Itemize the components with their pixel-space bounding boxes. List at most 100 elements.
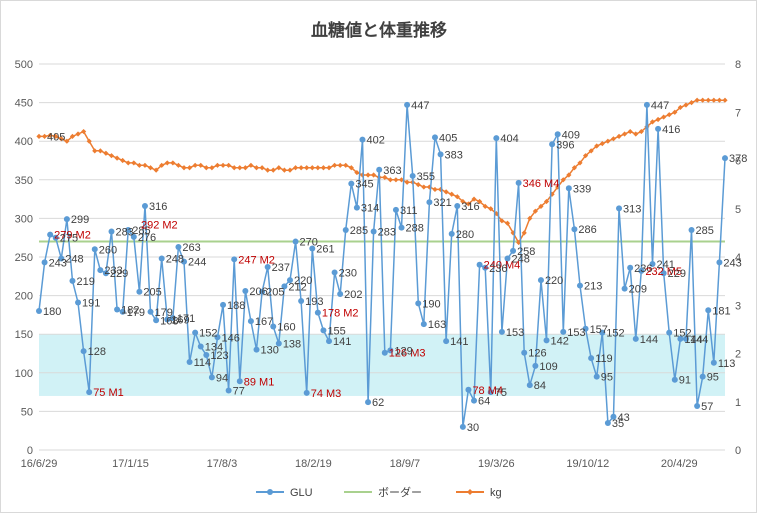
glu-data-label: 283 [116,227,134,239]
x-tick-label: 16/6/29 [21,458,58,470]
kg-marker [571,165,578,171]
kg-marker [398,177,405,183]
glu-data-label: 202 [344,289,362,301]
legend-label: GLU [290,487,313,499]
glu-marker [504,255,511,262]
glu-marker [448,230,455,237]
kg-marker [354,169,360,176]
glu-marker [426,199,433,206]
glu-data-label: 313 [623,203,641,215]
kg-marker [186,165,193,171]
glu-data-label: 213 [584,281,602,293]
glu-marker [521,349,528,356]
x-tick-label: 17/8/3 [207,458,238,470]
glu-marker [655,125,662,132]
glu-data-label: 416 [662,124,680,136]
glu-data-label: 169 [171,315,189,327]
glu-data-label: 409 [562,129,580,141]
kg-marker [371,172,377,178]
glu-marker [292,238,299,245]
glu-marker [543,337,550,344]
glu-marker [582,325,589,332]
kg-marker [343,162,349,168]
kg-marker [627,128,633,135]
kg-marker [331,162,338,168]
x-tick-label: 19/10/12 [566,458,609,470]
glu-data-label: 316 [149,201,167,213]
glu-marker [125,226,132,233]
glu-data-label: 345 [355,179,373,191]
glu-data-label: 180 [43,306,61,318]
glu-data-label: 178 M2 [322,308,359,320]
glu-data-label: 248 [65,254,83,266]
glu-data-label: 190 [422,298,440,310]
y-axis-right: 0 1 2 3 4 5 6 7 8 [735,59,741,457]
glu-marker [437,151,444,158]
glu-marker [97,267,104,274]
kg-marker [309,165,315,171]
glu-data-label: 233 [104,265,122,277]
kg-marker [259,165,265,171]
kg-marker [198,162,204,168]
glu-marker [164,316,171,323]
kg-marker [237,165,243,171]
glu-data-label: 188 [227,300,245,312]
target-band [39,334,725,396]
kg-marker [64,138,70,144]
x-tick-label: 17/1/15 [112,458,149,470]
glu-data-label: 114 [194,357,212,369]
glu-marker [515,179,522,186]
glu-marker [114,306,121,313]
glu-data-label: 75 M1 [93,387,124,399]
kg-marker [543,198,550,205]
glu-data-label: 78 M4 [472,385,503,397]
kg-marker [493,210,499,217]
glu-marker [677,335,684,342]
glu-data-label: 280 [456,229,474,241]
y-left-tick-label: 150 [15,329,33,341]
kg-marker [521,230,527,236]
glu-marker [320,327,327,334]
kg-marker [253,165,260,171]
glu-data-label: 205 [143,287,161,299]
glu-marker [376,166,383,173]
glu-marker [108,228,115,235]
glu-data-label: 163 [428,319,446,331]
glu-marker [231,256,238,263]
kg-marker [58,136,64,142]
kg-marker [722,97,728,103]
glu-marker [398,224,405,231]
glu-data-label: 286 [578,224,596,236]
kg-marker [504,220,511,226]
glu-data-label: 285 [696,225,714,237]
glu-data-label: 74 M3 [311,388,342,400]
x-tick-label: 18/2/19 [295,458,332,470]
glu-marker [632,335,639,342]
glu-marker [510,247,517,254]
glu-data-label: 299 [71,214,89,226]
glu-data-label: 64 [478,396,490,408]
glu-data-label: 275 [60,233,78,245]
x-tick-label: 18/9/7 [390,458,421,470]
kg-marker [242,165,248,171]
glu-marker [69,277,76,284]
kg-marker [326,165,332,171]
glu-data-label: 142 [551,335,569,347]
glu-data-label: 179 [155,307,173,319]
glu-data-label: 62 [372,397,384,409]
glu-marker [359,136,366,143]
glu-marker [264,264,271,271]
kg-marker [711,97,717,103]
y-left-tick-label: 50 [21,406,33,418]
glu-marker [58,255,65,262]
y-right-tick-label: 6 [735,156,741,168]
glu-marker [298,298,305,305]
glu-data-label: 152 [199,328,217,340]
glu-marker [482,264,489,271]
kg-marker [582,153,589,159]
kg-marker [488,206,494,212]
glu-data-label: 128 [88,346,106,358]
glu-data-label: 247 M2 [238,254,275,266]
glu-data-label: 171 [177,313,195,325]
